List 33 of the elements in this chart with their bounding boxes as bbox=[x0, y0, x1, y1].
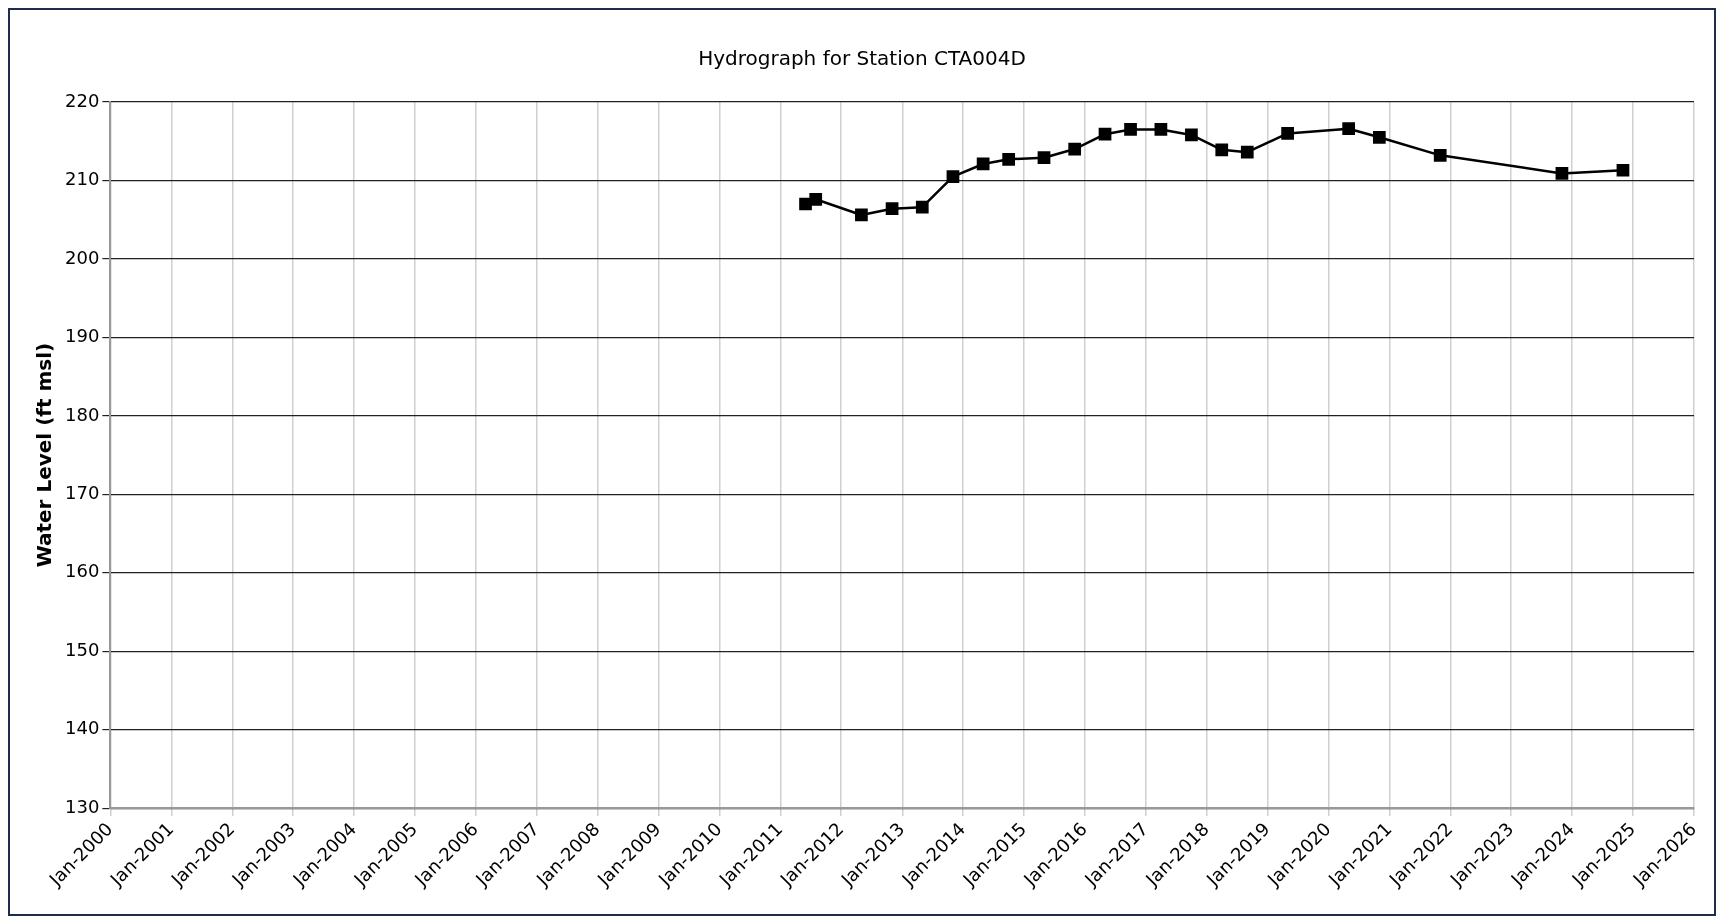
point bbox=[1037, 151, 1051, 165]
point bbox=[809, 192, 823, 206]
y-tick-label: 160 bbox=[65, 560, 100, 582]
y-tick-label: 200 bbox=[65, 246, 100, 268]
point bbox=[1616, 163, 1630, 177]
point bbox=[976, 157, 990, 171]
point bbox=[1154, 123, 1168, 136]
point bbox=[946, 170, 960, 183]
chart-title: Hydrograph for Station CTA004D bbox=[698, 46, 1026, 71]
point bbox=[1215, 143, 1229, 157]
y-tick-label: 150 bbox=[65, 638, 100, 660]
y-tick-label: 140 bbox=[65, 717, 100, 739]
y-tick-label: 180 bbox=[65, 403, 100, 425]
point bbox=[1002, 152, 1016, 166]
point bbox=[1124, 123, 1137, 136]
y-tick-label: 220 bbox=[65, 89, 100, 111]
y-tick-label: 190 bbox=[65, 325, 100, 347]
point bbox=[1433, 148, 1447, 162]
y-axis-title: Water Level (ft msl) bbox=[32, 342, 57, 568]
y-tick-label: 170 bbox=[65, 481, 100, 503]
point bbox=[1281, 127, 1294, 140]
point bbox=[1372, 130, 1386, 144]
point bbox=[855, 208, 868, 222]
point bbox=[1555, 167, 1569, 180]
point bbox=[915, 200, 929, 214]
y-tick-label: 210 bbox=[65, 168, 100, 190]
point bbox=[1068, 142, 1082, 156]
point bbox=[1240, 145, 1254, 159]
point bbox=[1098, 127, 1112, 141]
point bbox=[1185, 128, 1198, 142]
y-tick-label: 130 bbox=[65, 795, 100, 817]
point bbox=[1342, 122, 1356, 136]
point bbox=[885, 202, 899, 216]
